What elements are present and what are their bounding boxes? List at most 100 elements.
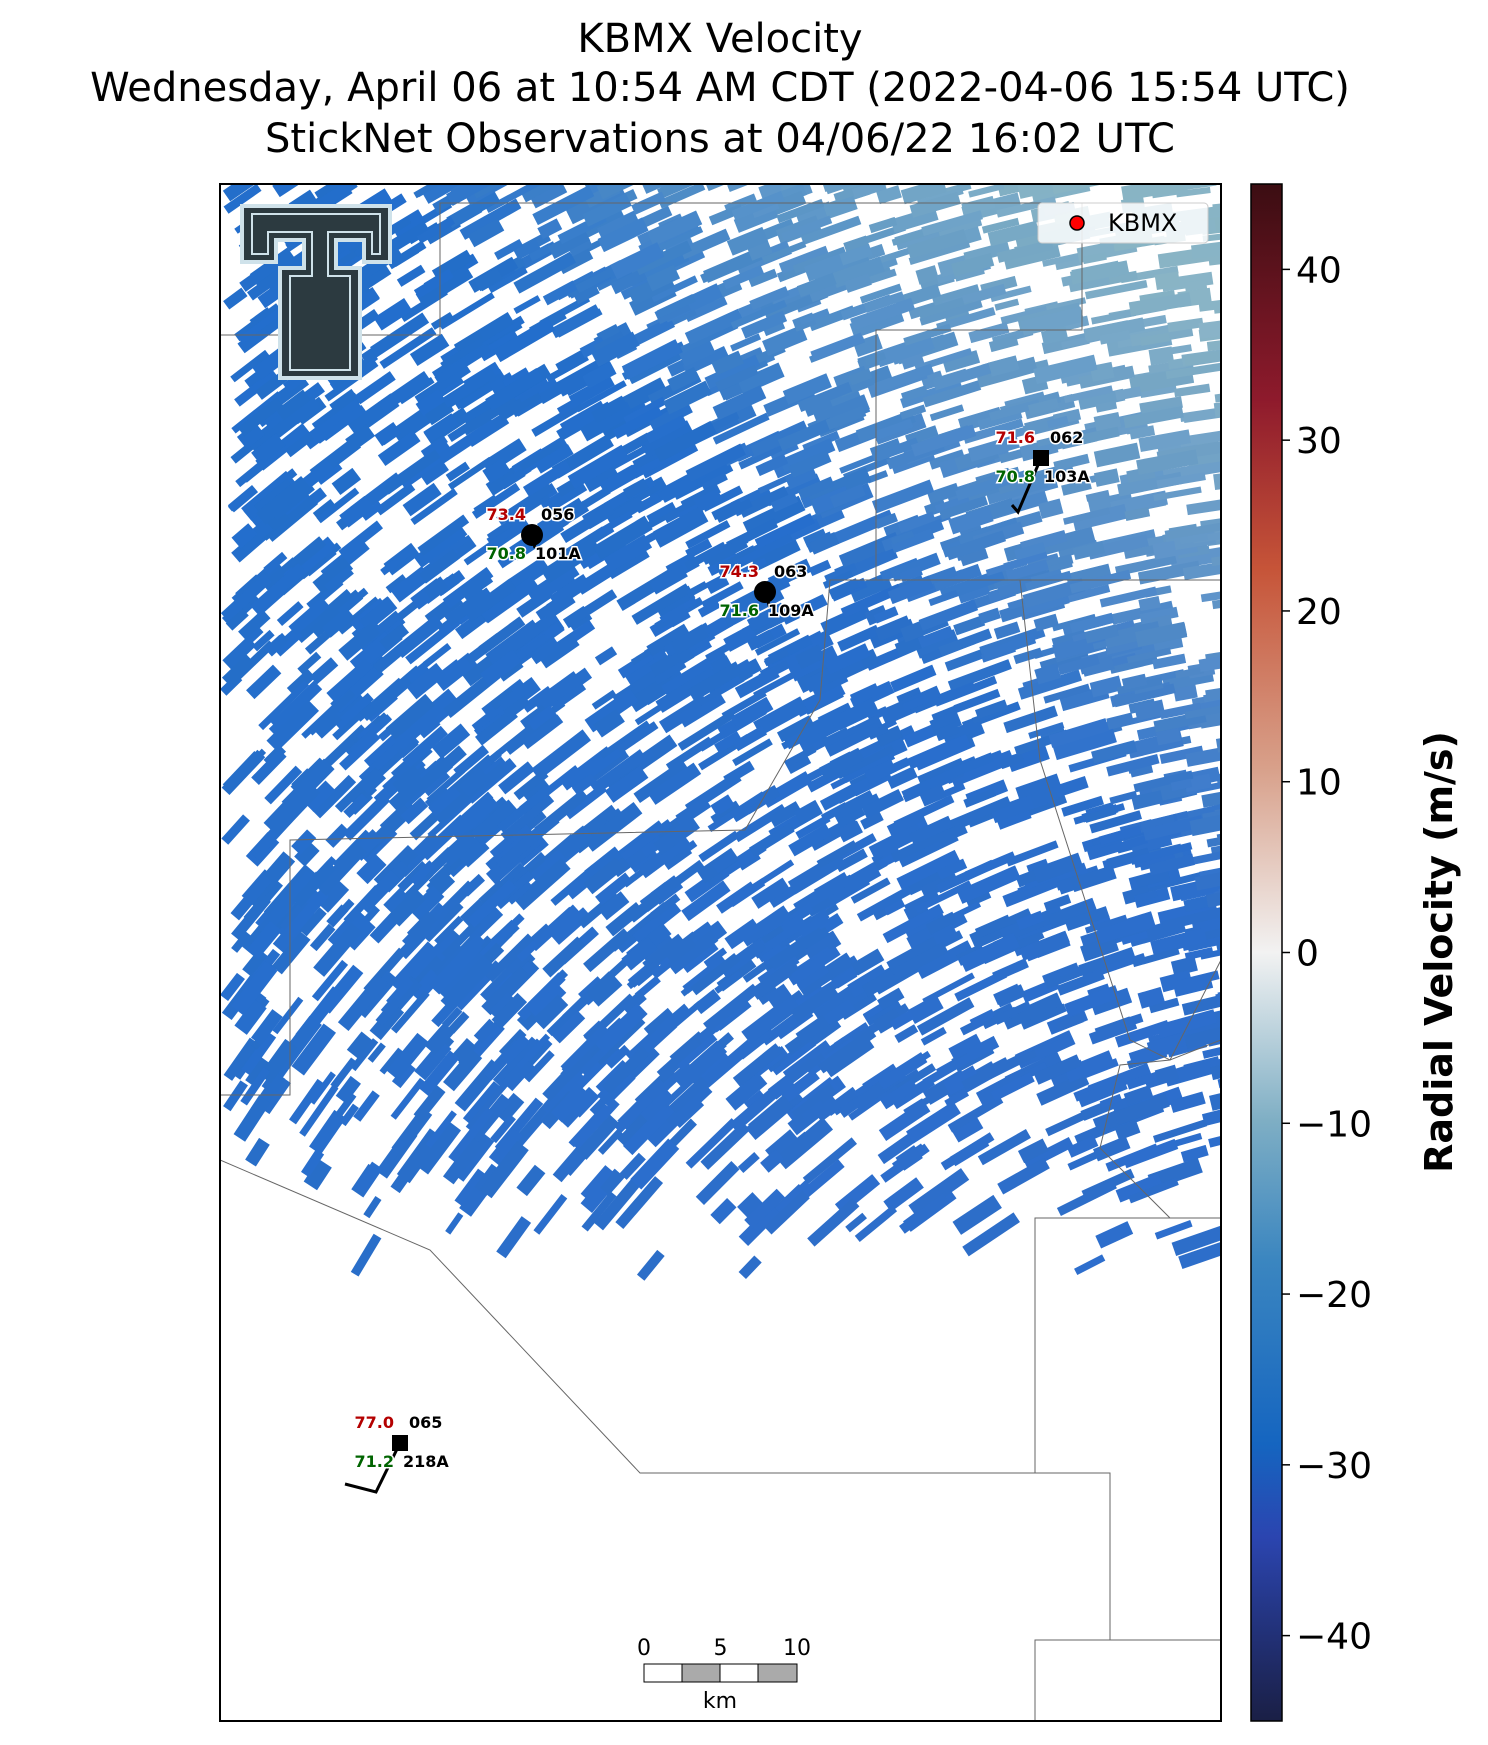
radar-gate bbox=[699, 1039, 755, 1090]
radar-gate bbox=[415, 263, 474, 308]
radar-gate bbox=[418, 1050, 460, 1097]
radar-gate bbox=[422, 642, 452, 668]
radar-gate bbox=[902, 694, 929, 712]
radar-gate bbox=[776, 715, 815, 743]
radar-gate bbox=[330, 1057, 358, 1090]
radar-gate bbox=[739, 557, 767, 576]
radar-gate bbox=[231, 930, 252, 953]
radar-gate bbox=[874, 437, 920, 462]
radar-gate bbox=[1093, 442, 1141, 468]
station-marker bbox=[1033, 450, 1049, 466]
radar-gate bbox=[829, 483, 866, 509]
radar-gate bbox=[817, 1028, 877, 1074]
radar-gate bbox=[596, 184, 652, 200]
radar-gate bbox=[1220, 866, 1221, 882]
radar-gate bbox=[1184, 279, 1208, 292]
radar-gate bbox=[850, 297, 916, 331]
radar-gate bbox=[896, 849, 961, 890]
radar-gate bbox=[221, 749, 266, 796]
radar-gate bbox=[550, 304, 601, 339]
radar-gate bbox=[1184, 351, 1221, 366]
radar-gate bbox=[1182, 407, 1221, 423]
radar-gate bbox=[423, 576, 449, 601]
radar-gate bbox=[640, 1088, 674, 1122]
radar-gate bbox=[223, 287, 248, 310]
radar-gate bbox=[1043, 425, 1107, 453]
legend-marker bbox=[1069, 215, 1085, 231]
radar-gate bbox=[953, 688, 1001, 713]
colorbar-tick-label: −10 bbox=[1296, 1104, 1372, 1145]
radar-gate bbox=[1033, 613, 1059, 632]
radar-gate bbox=[768, 801, 802, 828]
wind-barb bbox=[1010, 457, 1043, 515]
radar-gate bbox=[594, 1003, 648, 1055]
radar-gate bbox=[1194, 867, 1221, 891]
radar-gate bbox=[1080, 935, 1119, 962]
radar-gate bbox=[791, 1082, 838, 1122]
radar-gate bbox=[1115, 1013, 1144, 1030]
radar-gate bbox=[385, 693, 436, 740]
radar-gate bbox=[952, 1116, 984, 1143]
radar-gate bbox=[428, 938, 484, 995]
radar-gate bbox=[428, 785, 464, 820]
radar-gate bbox=[636, 831, 664, 857]
radar-gate bbox=[391, 245, 420, 268]
radar-gate bbox=[868, 822, 924, 861]
radar-gate bbox=[621, 936, 658, 971]
radar-gate bbox=[523, 1050, 555, 1083]
radar-gate bbox=[402, 482, 442, 517]
radar-gate bbox=[439, 292, 495, 330]
radar-gate bbox=[444, 588, 489, 627]
radar-gate bbox=[380, 546, 416, 576]
radar-gate bbox=[375, 998, 402, 1026]
radar-gate bbox=[521, 714, 564, 750]
radar-gate bbox=[590, 749, 647, 795]
radar-gate bbox=[599, 720, 651, 759]
radar-gate bbox=[252, 629, 275, 652]
radar-gate bbox=[761, 925, 784, 944]
radar-gate bbox=[1207, 1030, 1221, 1047]
radar-gate bbox=[473, 913, 525, 964]
radar-gate bbox=[646, 623, 690, 657]
radar-gate bbox=[1219, 868, 1221, 887]
radar-gate bbox=[1138, 560, 1200, 581]
radar-gate bbox=[732, 738, 773, 767]
radar-gate bbox=[339, 1103, 359, 1127]
radar-gate bbox=[936, 307, 996, 332]
radar-gate bbox=[894, 635, 922, 657]
radar-gate bbox=[734, 666, 780, 699]
radar-gate bbox=[517, 972, 566, 1021]
radar-gate bbox=[446, 184, 504, 207]
radar-gate bbox=[1190, 849, 1221, 865]
radar-gate bbox=[610, 242, 665, 280]
radar-gate bbox=[802, 1137, 858, 1185]
radar-gate bbox=[1208, 1131, 1221, 1148]
radar-gate bbox=[825, 405, 867, 431]
radar-gate bbox=[1170, 778, 1193, 792]
radar-gate bbox=[583, 857, 625, 895]
radar-gate bbox=[250, 563, 307, 615]
radar-gate bbox=[875, 333, 935, 368]
radar-gate bbox=[1209, 1088, 1221, 1111]
radar-gate bbox=[456, 330, 483, 351]
radar-gate bbox=[499, 468, 526, 490]
radar-gate bbox=[265, 557, 297, 586]
radar-gate bbox=[448, 1107, 494, 1163]
radar-gate bbox=[859, 283, 902, 304]
radar-gate bbox=[312, 556, 354, 595]
radar-gate bbox=[742, 784, 781, 815]
radar-gate bbox=[1159, 745, 1204, 765]
radar-gate bbox=[969, 908, 1035, 950]
radar-gate bbox=[908, 240, 971, 265]
radar-gate bbox=[545, 359, 579, 383]
radar-gate bbox=[1153, 486, 1202, 501]
radar-gate bbox=[1089, 987, 1133, 1016]
radar-gate bbox=[938, 493, 989, 520]
radar-gate bbox=[1206, 832, 1221, 848]
radar-gate bbox=[724, 918, 761, 950]
radar-gate bbox=[581, 1191, 617, 1232]
radar-gate bbox=[1115, 1173, 1163, 1203]
map bbox=[220, 184, 1221, 1721]
radar-gate bbox=[482, 457, 511, 484]
radar-gate bbox=[700, 1121, 751, 1170]
